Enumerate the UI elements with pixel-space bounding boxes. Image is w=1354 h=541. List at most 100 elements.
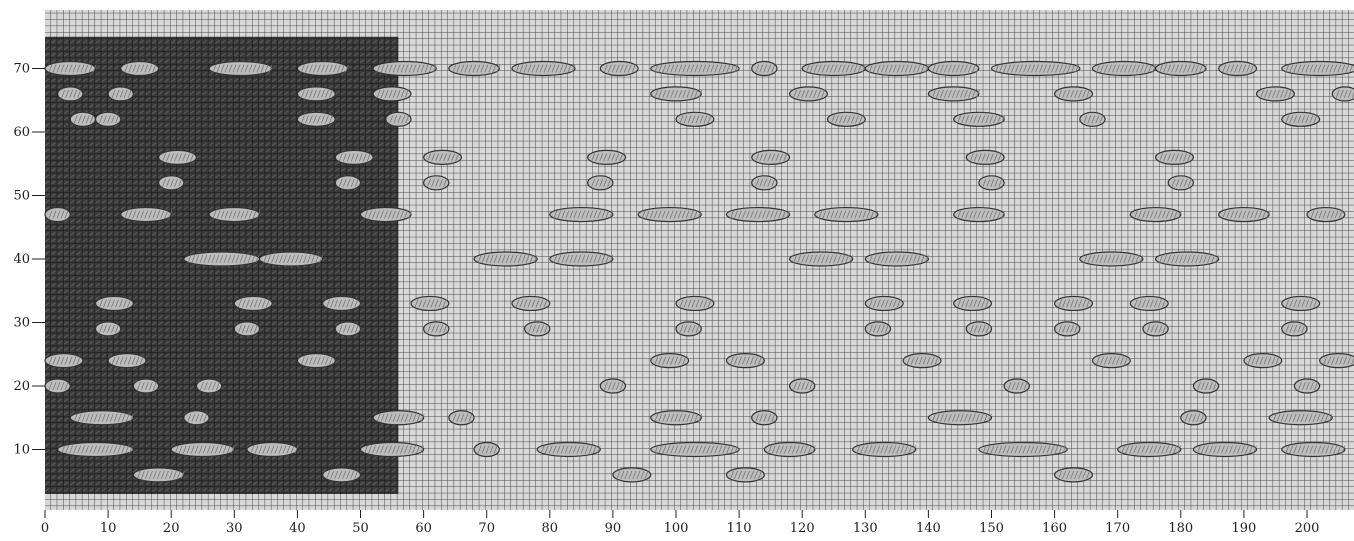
float-stripe [148,210,153,219]
float-stripe [1169,210,1174,219]
float-stripe [1187,178,1192,187]
float-stripe [107,299,111,308]
float-stripe [228,210,233,219]
float-stripe [916,255,921,263]
float-stripe [691,115,696,124]
float-stripe [97,445,101,454]
float-mark [1281,60,1354,77]
float-stripe [1034,445,1039,454]
float-stripe [686,89,691,98]
float-stripe [856,445,861,454]
float-stripe [644,470,649,479]
float-stripe [795,445,800,454]
float-stripe [1074,324,1078,333]
float-stripe [1309,445,1314,454]
float-stripe [52,382,57,390]
float-stripe [89,413,94,422]
float-stripe [674,445,679,454]
float-stripe [329,115,333,124]
float-stripe [1305,64,1310,73]
float-stripe [400,89,405,98]
float-stripe [321,115,325,124]
float-stripe [1238,64,1243,73]
float-stripe [1136,64,1140,73]
float-stripe [1297,115,1302,124]
float-stripe [880,64,885,73]
float-stripe [1246,64,1251,73]
float-stripe [592,445,597,454]
x-tick-label: 170 [1105,521,1130,536]
float-stripe [850,210,855,219]
float-stripe [241,324,246,333]
float-stripe [1241,445,1245,454]
float-stripe [97,413,102,422]
float-stripe [896,255,901,263]
float-stripe [817,255,821,263]
float-stripe [758,470,762,479]
float-stripe [771,445,776,454]
float-stripe [160,470,165,479]
float-stripe [661,210,666,219]
float-stripe [261,299,266,308]
float-stripe [132,210,137,219]
float-stripe [860,445,865,454]
float-stripe [593,255,598,263]
float-stripe [1203,64,1207,73]
float-stripe [1262,210,1267,219]
float-stripe [1335,89,1340,98]
x-tick-label: 130 [853,521,878,536]
float-stripe [392,89,397,98]
float-stripe [162,153,166,162]
float-stripe [1310,382,1314,390]
float-stripe [868,255,873,263]
float-stripe [317,89,321,98]
float-stripe [1268,89,1272,98]
float-stripe [164,210,169,219]
float-stripe [1091,255,1096,263]
float-stripe [1234,64,1239,73]
float-stripe [750,210,754,219]
float-stripe [152,382,157,390]
float-stripe [783,445,788,454]
float-stripe [985,153,990,162]
float-stripe [1213,445,1217,454]
float-stripe [1179,178,1184,187]
float-stripe [581,255,586,263]
float-stripe [565,210,570,219]
float-stripe [107,324,111,333]
float-stripe [691,324,696,333]
float-stripe [124,64,129,73]
float-stripe [841,255,845,263]
float-stripe [640,470,645,479]
float-stripe [670,413,675,422]
float-stripe [380,210,384,219]
float-stripe [1183,255,1187,263]
float-stripe [767,178,772,187]
float-stripe [695,324,700,333]
float-stripe [1128,64,1132,73]
float-stripe [513,255,518,263]
float-layer [44,60,1354,483]
float-stripe [1082,470,1086,479]
float-stripe [1334,210,1339,219]
float-stripe [255,255,260,263]
float-stripe [698,445,703,454]
float-stripe [136,470,141,479]
float-stripe [1301,64,1306,73]
float-stripe [1337,64,1342,73]
float-stripe [874,210,879,219]
float-stripe [88,64,93,73]
float-stripe [1253,445,1257,454]
float-stripe [309,115,313,124]
x-tick-label: 150 [979,521,1004,536]
float-stripe [698,89,703,98]
float-stripe [164,470,169,479]
float-stripe [654,356,659,365]
float-stripe [334,299,339,308]
float-stripe [702,64,707,73]
float-stripe [611,382,616,390]
x-tick-label: 190 [1231,521,1256,536]
float-stripe [1260,89,1264,98]
float-stripe [779,153,784,162]
float-stripe [496,64,501,73]
